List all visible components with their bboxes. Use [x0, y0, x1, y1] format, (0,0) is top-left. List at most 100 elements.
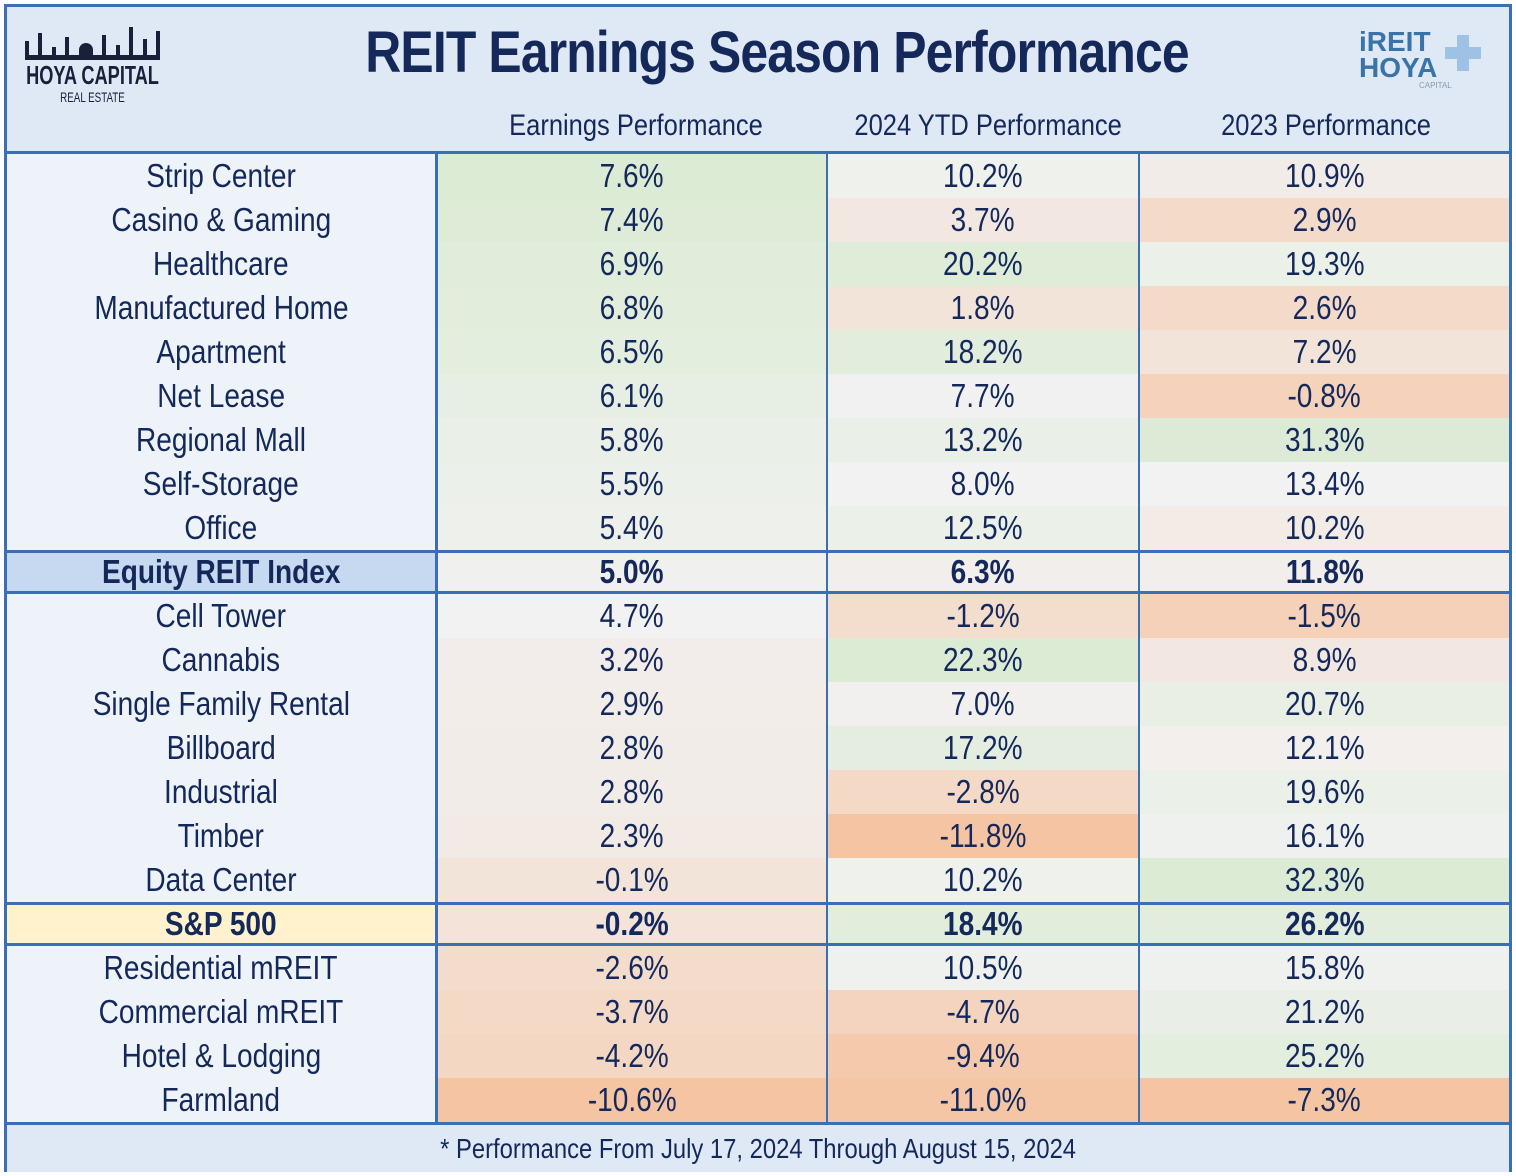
value-cell: 19.3% [1140, 242, 1509, 286]
value-cell: -2.6% [438, 946, 828, 990]
value-cell: 5.4% [438, 506, 828, 550]
value-cell: 5.0% [438, 553, 828, 591]
value-cell: -10.6% [438, 1078, 828, 1122]
skyline-icon [25, 25, 160, 60]
value-cell: 7.2% [1140, 330, 1509, 374]
value-cell: 32.3% [1140, 858, 1509, 902]
row-label: Residential mREIT [7, 946, 438, 990]
header: HOYA CAPITAL REAL ESTATE REIT Earnings S… [7, 7, 1509, 154]
table-row: Strip Center 7.6% 10.2% 10.9% [7, 154, 1509, 198]
value-cell: 10.2% [1140, 506, 1509, 550]
row-label: Manufactured Home [7, 286, 438, 330]
value-cell: -7.3% [1140, 1078, 1509, 1122]
value-cell: 11.8% [1140, 553, 1509, 591]
value-cell: -0.1% [438, 858, 828, 902]
value-cell: 7.4% [438, 198, 828, 242]
value-cell: 2.6% [1140, 286, 1509, 330]
value-cell: 18.4% [828, 905, 1140, 943]
value-cell: 25.2% [1140, 1034, 1509, 1078]
row-label: Regional Mall [7, 418, 438, 462]
value-cell: 2.8% [438, 726, 828, 770]
row-label: Single Family Rental [7, 682, 438, 726]
value-cell: -3.7% [438, 990, 828, 1034]
row-label: Self-Storage [7, 462, 438, 506]
table-row: Farmland -10.6% -11.0% -7.3% [7, 1078, 1509, 1122]
row-label: Strip Center [7, 154, 438, 198]
value-cell: -11.0% [828, 1078, 1140, 1122]
value-cell: 22.3% [828, 638, 1140, 682]
table-row: S&P 500 -0.2% 18.4% 26.2% [7, 902, 1509, 946]
value-cell: 2.9% [438, 682, 828, 726]
value-cell: 2.9% [1140, 198, 1509, 242]
table-row: Industrial 2.8% -2.8% 19.6% [7, 770, 1509, 814]
ireit-hoya-logo: iREIT HOYA CAPITAL [1359, 28, 1489, 90]
value-cell: 6.5% [438, 330, 828, 374]
value-cell: 1.8% [828, 286, 1140, 330]
table-row: Residential mREIT -2.6% 10.5% 15.8% [7, 946, 1509, 990]
value-cell: 4.7% [438, 594, 828, 638]
row-label: Casino & Gaming [7, 198, 438, 242]
table-row: Billboard 2.8% 17.2% 12.1% [7, 726, 1509, 770]
hoya-capital-logo: HOYA CAPITAL REAL ESTATE [25, 25, 160, 104]
value-cell: 10.9% [1140, 154, 1509, 198]
performance-table: Strip Center 7.6% 10.2% 10.9% Casino & Gamin… [7, 154, 1509, 1122]
row-label: Hotel & Lodging [7, 1034, 438, 1078]
value-cell: 31.3% [1140, 418, 1509, 462]
value-cell: 16.1% [1140, 814, 1509, 858]
table-row: Data Center -0.1% 10.2% 32.3% [7, 858, 1509, 902]
table-row: Commercial mREIT -3.7% -4.7% 21.2% [7, 990, 1509, 1034]
row-label: Office [7, 506, 438, 550]
value-cell: 2.3% [438, 814, 828, 858]
value-cell: 7.0% [828, 682, 1140, 726]
value-cell: -0.8% [1140, 374, 1509, 418]
value-cell: -4.7% [828, 990, 1140, 1034]
table-row: Cell Tower 4.7% -1.2% -1.5% [7, 594, 1509, 638]
row-label: Billboard [7, 726, 438, 770]
value-cell: 7.7% [828, 374, 1140, 418]
value-cell: -0.2% [438, 905, 828, 943]
table-row: Healthcare 6.9% 20.2% 19.3% [7, 242, 1509, 286]
table-row: Casino & Gaming 7.4% 3.7% 2.9% [7, 198, 1509, 242]
value-cell: 6.8% [438, 286, 828, 330]
table-row: Equity REIT Index 5.0% 6.3% 11.8% [7, 550, 1509, 594]
row-label: Farmland [7, 1078, 438, 1122]
value-cell: 3.7% [828, 198, 1140, 242]
table-row: Cannabis 3.2% 22.3% 8.9% [7, 638, 1509, 682]
value-cell: 20.2% [828, 242, 1140, 286]
column-header-2023: 2023 Performance [1221, 109, 1431, 142]
value-cell: 26.2% [1140, 905, 1509, 943]
value-cell: 12.5% [828, 506, 1140, 550]
row-label: Apartment [7, 330, 438, 374]
row-label: Healthcare [7, 242, 438, 286]
row-label: Net Lease [7, 374, 438, 418]
value-cell: 20.7% [1140, 682, 1509, 726]
value-cell: 5.8% [438, 418, 828, 462]
value-cell: 10.2% [828, 154, 1140, 198]
row-label: Equity REIT Index [7, 553, 438, 591]
value-cell: 15.8% [1140, 946, 1509, 990]
value-cell: 18.2% [828, 330, 1140, 374]
page-title: REIT Earnings Season Performance [365, 20, 1189, 85]
value-cell: 2.8% [438, 770, 828, 814]
table-row: Self-Storage 5.5% 8.0% 13.4% [7, 462, 1509, 506]
value-cell: 13.4% [1140, 462, 1509, 506]
value-cell: 19.6% [1140, 770, 1509, 814]
value-cell: 6.1% [438, 374, 828, 418]
value-cell: 5.5% [438, 462, 828, 506]
value-cell: 8.0% [828, 462, 1140, 506]
infographic-frame: HOYA CAPITAL REAL ESTATE REIT Earnings S… [4, 4, 1512, 1172]
row-label: Cannabis [7, 638, 438, 682]
value-cell: 10.5% [828, 946, 1140, 990]
value-cell: 3.2% [438, 638, 828, 682]
table-row: Office 5.4% 12.5% 10.2% [7, 506, 1509, 550]
value-cell: -11.8% [828, 814, 1140, 858]
value-cell: -2.8% [828, 770, 1140, 814]
row-label: Cell Tower [7, 594, 438, 638]
value-cell: 6.3% [828, 553, 1140, 591]
value-cell: 6.9% [438, 242, 828, 286]
value-cell: -4.2% [438, 1034, 828, 1078]
table-row: Net Lease 6.1% 7.7% -0.8% [7, 374, 1509, 418]
value-cell: 10.2% [828, 858, 1140, 902]
value-cell: -1.5% [1140, 594, 1509, 638]
value-cell: 21.2% [1140, 990, 1509, 1034]
